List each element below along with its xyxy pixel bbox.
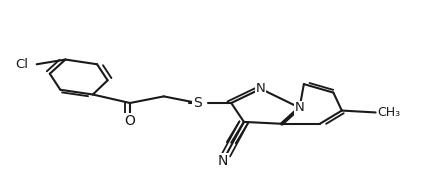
Text: Cl: Cl [15,58,28,71]
Text: O: O [124,114,135,128]
Text: S: S [193,96,202,110]
Text: CH₃: CH₃ [378,106,401,119]
Text: N: N [218,154,228,168]
Text: N: N [256,82,266,95]
Text: N: N [295,101,305,114]
